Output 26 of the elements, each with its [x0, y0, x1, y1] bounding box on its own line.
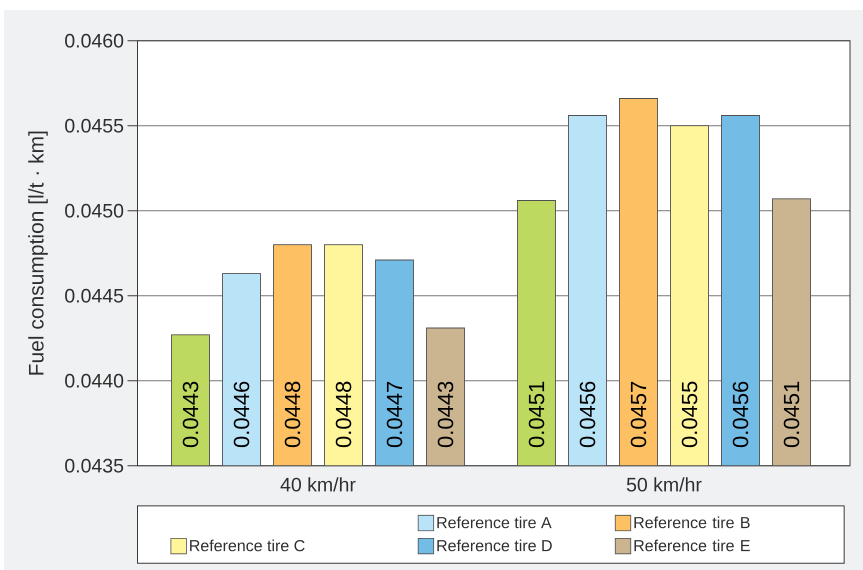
- y-tick-label: 0.0460: [65, 34, 124, 48]
- y-tick-label: 0.0440: [65, 374, 124, 388]
- data-label: 0.0446: [234, 382, 250, 448]
- data-label: 0.0451: [784, 382, 800, 448]
- legend-label: Reference tire E: [634, 540, 750, 552]
- legend-label: Reference tire C: [190, 540, 305, 552]
- data-label: 0.0456: [580, 382, 596, 448]
- y-tick-label: 0.0450: [65, 204, 124, 218]
- data-label: 0.0451: [528, 382, 544, 448]
- data-label: 0.0447: [386, 382, 402, 448]
- legend-label: Reference tire A: [437, 516, 552, 528]
- legend-label: Reference tire D: [437, 540, 552, 552]
- x-tick-label: 50 km/hr: [626, 477, 702, 492]
- data-label: 0.0457: [630, 382, 646, 448]
- data-label: 0.0455: [682, 382, 698, 448]
- y-tick-label: 0.0435: [65, 458, 124, 473]
- y-tick-label: 0.0445: [65, 288, 124, 303]
- y-axis-title: Fuel consumption [l/t · km]: [28, 132, 48, 375]
- y-tick-label: 0.0455: [65, 118, 124, 133]
- x-tick-label: 40 km/hr: [280, 477, 356, 492]
- data-label: 0.0456: [732, 382, 748, 448]
- legend-label: Reference tire B: [634, 516, 750, 528]
- data-label: 0.0443: [182, 382, 198, 448]
- data-label: 0.0448: [336, 382, 352, 448]
- data-label: 0.0448: [284, 382, 300, 448]
- data-label: 0.0443: [438, 382, 454, 448]
